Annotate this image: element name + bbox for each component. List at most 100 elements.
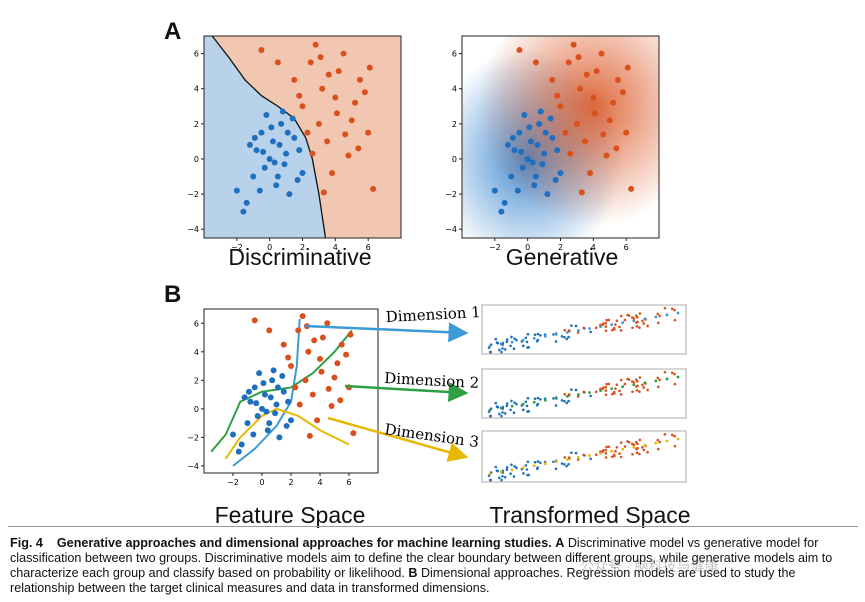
fit-point: [610, 387, 614, 391]
orange-point: [583, 71, 590, 78]
orange-point: [348, 117, 355, 124]
trend-point: [638, 452, 641, 456]
trend-point: [554, 340, 558, 343]
fit-point: [577, 329, 580, 332]
blue-point: [261, 391, 268, 398]
orange-point: [251, 317, 258, 324]
blue-point: [263, 408, 270, 415]
blue-point: [504, 141, 511, 148]
trend-point: [570, 451, 573, 455]
orange-point: [614, 76, 621, 83]
generative-plot: −2 0 2 4 6 −4 −2 0 2 4 6: [445, 35, 660, 252]
blue-point: [554, 147, 561, 154]
blue-point: [266, 155, 273, 162]
trend-point: [574, 388, 578, 392]
trend-point: [489, 478, 493, 482]
orange-point: [305, 348, 312, 355]
trend-point: [670, 371, 674, 375]
blue-point: [263, 112, 270, 119]
orange-point: [299, 313, 306, 320]
y-tick-label: 6: [194, 50, 199, 59]
trend-point: [505, 404, 509, 408]
trend-point: [552, 397, 555, 400]
x-tick-label: −2: [489, 243, 501, 252]
trend-point: [582, 453, 585, 457]
orange-point: [333, 110, 340, 117]
blue-point: [288, 417, 294, 424]
blue-point: [269, 138, 276, 145]
trend-point: [612, 326, 616, 330]
fit-point: [499, 406, 503, 410]
orange-point: [296, 92, 303, 99]
trend-point: [630, 442, 634, 446]
fit-point: [554, 396, 558, 400]
trend-point: [515, 338, 518, 342]
trend-point: [626, 313, 629, 317]
caption-divider: [8, 526, 858, 527]
trend-point: [503, 348, 507, 351]
blue-point: [270, 367, 277, 374]
fit-point: [510, 404, 514, 408]
x-tick-label: 0: [259, 478, 264, 487]
trend-point: [563, 463, 566, 466]
orange-point: [582, 138, 589, 145]
blue-point: [260, 148, 267, 155]
blue-point: [272, 410, 279, 417]
blue-point: [250, 431, 257, 438]
trend-point: [567, 335, 570, 339]
fit-point: [610, 449, 614, 453]
dimension-3-curve: [224, 407, 350, 460]
orange-point: [366, 64, 373, 71]
trend-point: [610, 328, 614, 332]
fit-point: [488, 408, 492, 412]
blue-point: [259, 405, 265, 412]
blue-point: [271, 159, 278, 166]
orange-point: [304, 129, 311, 136]
discriminative-title: Discriminative: [228, 244, 372, 270]
trend-point: [552, 460, 555, 464]
caption-title: Generative approaches and dimensional ap…: [56, 536, 552, 550]
orange-point: [299, 103, 306, 110]
trend-point: [500, 350, 503, 354]
blue-point: [508, 173, 515, 180]
fit-point: [588, 454, 591, 457]
blue-point: [276, 141, 283, 148]
trend-point: [642, 448, 646, 452]
orange-point: [549, 76, 556, 83]
y-tick-label: 2: [452, 120, 457, 129]
trend-point: [513, 401, 516, 405]
y-tick-label: 6: [194, 319, 199, 328]
orange-point: [570, 41, 577, 48]
orange-point: [324, 320, 331, 327]
fit-point: [654, 315, 658, 319]
fit-point: [510, 468, 514, 472]
trend-point: [619, 393, 623, 396]
trend-point: [524, 464, 528, 467]
trend-point: [533, 397, 537, 400]
x-tick-label: 6: [624, 243, 629, 252]
trend-point: [635, 324, 639, 328]
blue-point: [501, 199, 508, 206]
blue-point: [240, 208, 247, 215]
trend-point: [513, 337, 516, 341]
trend-point: [510, 463, 513, 467]
fit-point: [488, 344, 492, 348]
transformed-space-title: Transformed Space: [489, 502, 691, 528]
orange-point: [587, 170, 594, 177]
blue-point: [250, 173, 257, 180]
trend-point: [533, 460, 537, 464]
y-tick-label: 0: [194, 405, 199, 414]
trend-point: [646, 388, 649, 392]
fit-point: [521, 402, 525, 406]
trend-point: [604, 325, 608, 328]
orange-point: [577, 85, 584, 92]
blue-point: [269, 377, 276, 384]
y-tick-label: −2: [187, 433, 199, 442]
blue-point: [511, 147, 518, 154]
blue-point: [532, 173, 539, 180]
fit-point: [599, 325, 602, 328]
y-tick-label: 2: [194, 376, 199, 385]
orange-point: [337, 397, 344, 404]
trend-point: [570, 324, 573, 327]
orange-point: [334, 360, 341, 367]
